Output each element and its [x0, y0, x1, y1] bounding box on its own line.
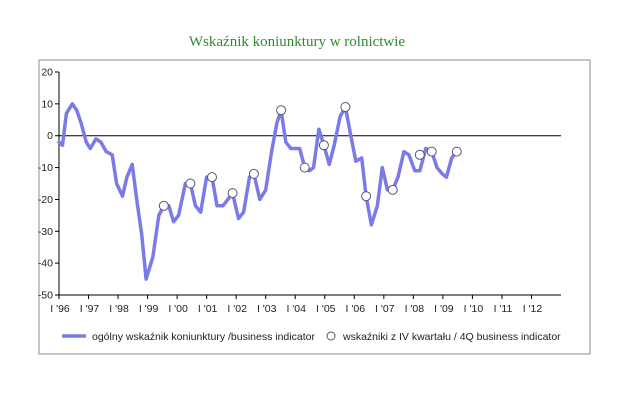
x-tick-label: I '01	[198, 303, 218, 315]
x-tick-label: I '11	[494, 303, 513, 315]
series-marker	[451, 146, 462, 157]
x-tick-label: I '98	[109, 303, 129, 315]
x-tick-label: I '04	[286, 303, 306, 315]
y-tick-label: -40	[38, 258, 53, 270]
x-axis: I '96 I '97 I '98 I '99 I '00 I '01 I '02 I '03…	[50, 294, 561, 315]
y-tick-label: -10	[38, 162, 53, 174]
series-marker	[340, 102, 351, 112]
x-tick-label: I '07	[375, 303, 395, 315]
legend-marker-swatch	[326, 331, 336, 341]
series-markers-group	[158, 102, 462, 211]
y-tick-label: 0	[47, 130, 53, 142]
chart-frame	[38, 59, 591, 355]
chart-title: Wskaźnik koniunktury w rolnictwie	[189, 34, 406, 50]
legend-label-line: ogólny wskaźnik koniunktury /business in…	[92, 331, 315, 343]
series-marker	[158, 200, 169, 211]
x-tick-label: I '99	[139, 303, 159, 315]
series-marker	[426, 146, 437, 157]
x-tick-label: I '08	[405, 303, 425, 315]
series-marker	[207, 172, 217, 183]
x-tick-label: I '00	[168, 303, 188, 315]
series-marker	[414, 149, 425, 160]
series-marker	[361, 191, 372, 202]
series-marker	[387, 184, 398, 195]
legend: ogólny wskaźnik koniunktury /business in…	[62, 331, 561, 343]
series-marker	[299, 162, 310, 173]
x-tick-label: I '12	[523, 303, 543, 315]
series-marker	[276, 105, 287, 116]
x-tick-label: I '03	[257, 303, 277, 315]
series-marker	[227, 188, 238, 199]
x-tick-label: I '10	[464, 303, 484, 315]
y-tick-label: 20	[41, 67, 53, 79]
x-tick-label: I '06	[346, 303, 366, 315]
legend-label-markers: wskaźniki z IV kwartału / 4Q business in…	[342, 331, 561, 343]
x-tick-label: I '09	[434, 303, 454, 315]
x-tick-label: I '02	[227, 303, 247, 315]
y-tick-label: -30	[38, 226, 53, 238]
series-marker	[185, 178, 196, 189]
y-tick-label: 10	[41, 98, 53, 110]
y-tick-label: -50	[38, 290, 53, 302]
x-tick-label: I '97	[80, 303, 100, 315]
x-tick-label: I '05	[316, 303, 336, 315]
y-tick-label: -20	[38, 194, 53, 206]
series-marker	[318, 140, 329, 151]
x-tick-label: I '96	[50, 303, 70, 315]
y-axis: 20 10 0 -10 -20 -30 -40 -50	[38, 67, 60, 302]
series-marker	[248, 168, 259, 179]
